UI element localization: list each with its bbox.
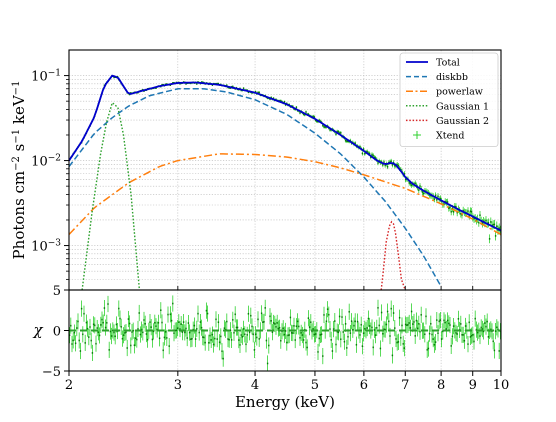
spectrum-y-axis-label: Photons cm−2 s−1 keV−1 [10, 81, 28, 260]
model-powerlaw-line [69, 153, 501, 236]
residual-panel: −5 0 5 2 3 4 5 6 7 8 9 10 χ Energy (keV) [32, 284, 509, 411]
model-curves [69, 74, 501, 290]
spectrum-x-ticks [68, 286, 502, 290]
legend-total-label: Total [436, 58, 460, 69]
legend-gaussian-1-label: Gaussian 1 [436, 101, 489, 112]
x-tick-label: 4 [251, 378, 259, 393]
residual-y-axis-label: χ [32, 321, 43, 339]
x-axis-label: Energy (keV) [235, 393, 335, 411]
model-gaussian-1-line [81, 101, 141, 290]
model-gaussian-2-line [380, 220, 406, 290]
x-tick-label: 6 [360, 378, 368, 393]
residual-y-tick-label: −5 [42, 365, 61, 380]
x-tick-label: 8 [437, 378, 445, 393]
x-tick-label: 9 [469, 378, 477, 393]
residual-points [69, 295, 501, 371]
spectrum-y-ticks: 10−3 10−2 10−1 [31, 69, 69, 291]
x-tick-label: 5 [311, 378, 319, 393]
legend-powerlaw-label: powerlaw [436, 87, 483, 98]
legend-xtend-label: Xtend [436, 131, 464, 142]
spectrum-y-tick-label: 10−1 [31, 69, 61, 85]
residual-y-tick-label: 0 [53, 325, 61, 340]
legend-diskbb-label: diskbb [436, 72, 468, 83]
legend: Total diskbb powerlaw Gaussian 1 Gaussian 2 X… [399, 52, 499, 147]
spectrum-y-tick-label: 10−3 [31, 239, 61, 255]
spectrum-panel: 10−3 10−2 10−1 Photons cm−2 s−1 keV−1 Tota… [10, 49, 502, 291]
model-diskbb-line [69, 88, 442, 287]
x-tick-label: 3 [174, 378, 182, 393]
residual-y-tick-label: 5 [53, 284, 61, 299]
x-tick-label: 7 [401, 378, 409, 393]
model-total-line [69, 74, 501, 232]
legend-gaussian-2-label: Gaussian 2 [436, 116, 489, 127]
residual-y-ticks: −5 0 5 [42, 284, 69, 380]
residual-x-ticks: 2 3 4 5 6 7 8 9 10 [65, 371, 509, 393]
x-tick-label: 10 [493, 378, 510, 393]
spectrum-y-tick-label: 10−2 [31, 154, 61, 170]
x-tick-label: 2 [65, 378, 73, 393]
